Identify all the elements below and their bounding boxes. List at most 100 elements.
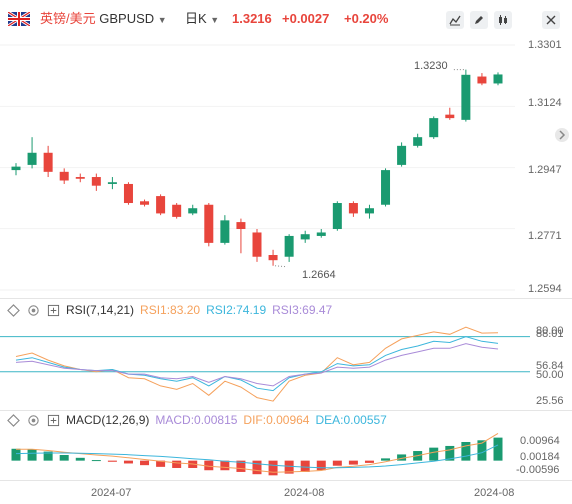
line-chart-button[interactable] [446,11,464,29]
candlestick-chart[interactable] [0,38,572,298]
chart-header: 英镑/美元 GBPUSD ▼ 日K ▼ 1.3216 +0.0027 +0.20… [0,0,572,38]
candle-body [397,145,407,165]
close-icon [546,15,556,25]
macd-bar [220,460,230,471]
macd-axis-label: 0.00184 [520,451,560,463]
macd-bar [300,460,310,472]
candle-body [236,222,246,230]
rsi-panel[interactable]: RSI(7,14,21) RSI1:83.20 RSI2:74.19 RSI3:… [0,298,572,411]
macd-bar [397,454,407,461]
macd-chart[interactable] [0,411,572,481]
macd-title: MACD(12,26,9) [66,413,150,427]
macd-bar [284,460,294,474]
period-selector[interactable]: 日K ▼ [185,0,219,39]
macd-bar [268,460,278,476]
macd-bar [59,454,69,461]
dif-value: DIF:0.00964 [243,413,310,427]
price-axis-top: 1.3301 [528,39,562,51]
price-axis-label: 1.3301 [528,39,562,51]
candle-button[interactable] [494,11,512,29]
candle-body [252,232,262,257]
line-chart-icon [449,15,461,26]
low-price-annotation: 1.2664 [302,269,336,281]
macd-bar [27,449,37,461]
scroll-right-button[interactable] [555,128,569,142]
hide-eye-icon[interactable] [6,303,20,317]
macd-bar [364,460,374,463]
dea-value: DEA:0.00557 [315,413,387,427]
price-change-pct: +0.20% [344,11,389,26]
macd-value: MACD:0.00815 [155,413,238,427]
uk-flag-icon [7,10,31,28]
period-label: 日K [185,11,207,26]
chevron-right-icon [559,130,566,140]
draw-pen-icon [475,16,483,24]
macd-bar [204,460,214,471]
candle-body [461,74,471,120]
price-chart-panel[interactable]: 1.3301 1.3124 1.2947 1.2771 1.2594 1.323… [0,38,572,298]
candle-body [123,183,133,204]
candle-body [188,208,198,214]
price-change: +0.0027 [282,11,330,26]
candle-body [445,114,455,119]
macd-panel[interactable]: MACD(12,26,9) MACD:0.00815 DIF:0.00964 D… [0,410,572,481]
candle-body [172,204,182,217]
price-axis-label: 1.2947 [528,164,562,176]
rsi-legend: RSI(7,14,21) RSI1:83.20 RSI2:74.19 RSI3:… [6,303,332,317]
macd-bar [252,460,262,475]
settings-gear-icon[interactable] [26,303,40,317]
candle-body [220,220,230,243]
macd-bar [172,460,182,468]
time-axis-label: 2024-07 [91,487,132,499]
candle-body [204,204,214,243]
price-axis-label: 1.2771 [528,230,562,242]
candle-body [348,203,358,214]
macd-bar [156,460,166,467]
macd-bar [140,460,150,466]
rsi-title: RSI(7,14,21) [66,303,135,317]
rsi-axis-label: 88.01 [536,328,564,340]
candle-body [75,177,85,179]
rsi-chart[interactable] [0,299,572,411]
candle-body [477,76,487,84]
candle-body [140,201,150,205]
time-axis: 2024-07 2024-08 2024-08 [0,480,572,504]
hide-eye-icon[interactable] [6,413,20,427]
macd-bar [11,448,21,461]
candle-body [156,196,166,214]
candle-body [429,118,439,138]
macd-bar [43,451,53,461]
macd-bar [348,460,358,465]
candle-body [59,171,69,181]
price-axis-label: 1.3124 [528,97,562,109]
macd-bar [123,460,133,464]
expand-box-icon[interactable] [46,303,60,317]
rsi3-line [15,343,499,387]
draw-pen-button[interactable] [470,11,488,29]
macd-bar [236,460,246,472]
settings-gear-icon[interactable] [26,413,40,427]
macd-bar [91,460,101,462]
current-price: 1.3216 [232,11,272,26]
candle-body [413,137,423,146]
macd-bar [445,445,455,461]
expand-box-icon[interactable] [46,413,60,427]
price-axis-label: 1.2594 [528,283,562,295]
close-button[interactable] [542,11,560,29]
candle-body [43,152,53,172]
candle-icon [499,15,507,25]
candle-body [284,235,294,257]
low-marker-line [275,265,288,268]
candle-body [11,166,21,171]
time-axis-label: 2024-08 [284,487,325,499]
symbol-selector[interactable]: 英镑/美元 GBPUSD ▼ [40,0,167,39]
macd-legend: MACD(12,26,9) MACD:0.00815 DIF:0.00964 D… [6,413,387,427]
macd-bar [461,441,471,461]
rsi-axis-label: 50.00 [536,369,564,381]
macd-bar [429,447,439,461]
macd-bar [381,458,391,461]
candle-body [91,177,101,186]
candle-body [268,255,278,261]
dif-line [16,432,499,473]
macd-axis-label: -0.00596 [516,464,560,476]
